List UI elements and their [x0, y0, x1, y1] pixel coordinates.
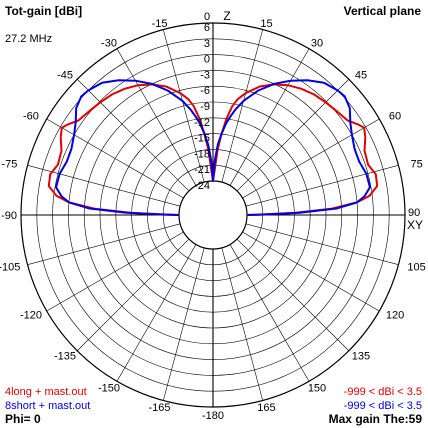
- angle-tick-label: 0: [204, 11, 210, 23]
- grid-spoke: [221, 247, 263, 401]
- max-gain-label: Max gain The:59: [328, 412, 422, 426]
- legend-red-range: -999 < dBi < 3.5: [343, 386, 422, 398]
- legend-red-name: 4long + mast.out: [5, 386, 87, 398]
- radial-tick-label: -3: [200, 69, 210, 81]
- angle-tick-label: -75: [1, 158, 17, 170]
- series-8short-curve: [55, 79, 371, 216]
- grid-spoke: [242, 118, 380, 199]
- angle-tick-label: 135: [352, 351, 370, 363]
- tick-labels: 630-3-6-9-12-15-18-21-24-165-150-135-120…: [0, 9, 426, 422]
- radial-tick-label: 3: [204, 38, 210, 50]
- angle-tick-label: -165: [149, 402, 171, 414]
- angle-tick-label: 75: [410, 158, 422, 170]
- legend-blue-range: -999 < dBi < 3.5: [343, 400, 422, 412]
- angle-tick-label: -45: [57, 69, 73, 81]
- angle-tick-label: -135: [54, 351, 76, 363]
- grid-spoke: [77, 238, 190, 351]
- angle-tick-label: -60: [23, 111, 39, 123]
- radial-tick-label: -21: [194, 164, 210, 176]
- frequency-label: 27.2 MHz: [5, 33, 53, 45]
- angle-tick-label: 150: [308, 382, 326, 394]
- angle-tick-label: -180: [202, 410, 224, 422]
- axis-label-z: Z: [223, 9, 230, 23]
- angle-tick-label: 60: [389, 111, 401, 123]
- angle-tick-label: -150: [98, 382, 120, 394]
- angle-tick-label: 15: [260, 18, 272, 30]
- grid-spoke: [245, 165, 399, 207]
- angle-tick-label: -120: [20, 310, 42, 322]
- radial-tick-label: -24: [194, 180, 210, 192]
- grid-spoke: [236, 238, 349, 351]
- pattern-curves: [47, 79, 379, 216]
- angle-tick-label: -15: [152, 18, 168, 30]
- radial-tick-label: 0: [204, 54, 210, 66]
- grid-spoke: [46, 118, 184, 199]
- grid-spoke: [163, 247, 205, 401]
- grid-spoke: [46, 231, 184, 312]
- y-axis-title: Tot-gain [dBi]: [5, 4, 83, 18]
- angle-tick-label: -90: [1, 210, 17, 222]
- legend-blue-name: 8short + mast.out: [5, 400, 91, 412]
- angle-tick-label: -105: [0, 262, 20, 274]
- grid-spoke: [27, 223, 181, 265]
- polar-grid: [20, 22, 406, 408]
- plane-title: Vertical plane: [343, 4, 421, 18]
- grid-spoke: [229, 244, 310, 382]
- grid-circle: [178, 180, 248, 250]
- angle-tick-label: 90: [408, 207, 420, 219]
- grid-spoke: [27, 165, 181, 207]
- angle-tick-label: 45: [355, 69, 367, 81]
- phi-label: Phi= 0: [5, 412, 41, 426]
- grid-spoke: [229, 48, 310, 186]
- grid-spoke: [236, 79, 349, 192]
- axis-label-xy: XY: [407, 218, 423, 232]
- angle-tick-label: 165: [257, 402, 275, 414]
- angle-tick-label: 30: [311, 38, 323, 50]
- radial-tick-label: -18: [194, 148, 210, 160]
- grid-spoke: [245, 223, 399, 265]
- grid-spoke: [77, 79, 190, 192]
- grid-spoke: [221, 29, 263, 183]
- grid-spoke: [116, 244, 197, 382]
- radial-tick-label: 6: [204, 22, 210, 34]
- grid-spoke: [163, 29, 205, 183]
- radial-tick-label: -6: [200, 85, 210, 97]
- radial-tick-label: -12: [194, 117, 210, 129]
- grid-spoke: [116, 48, 197, 186]
- angle-tick-label: 120: [386, 310, 404, 322]
- angle-tick-label: -30: [101, 38, 117, 50]
- angle-tick-label: 105: [407, 262, 425, 274]
- radial-tick-label: -15: [194, 133, 210, 145]
- grid-spoke: [242, 231, 380, 312]
- radial-tick-label: -9: [200, 101, 210, 113]
